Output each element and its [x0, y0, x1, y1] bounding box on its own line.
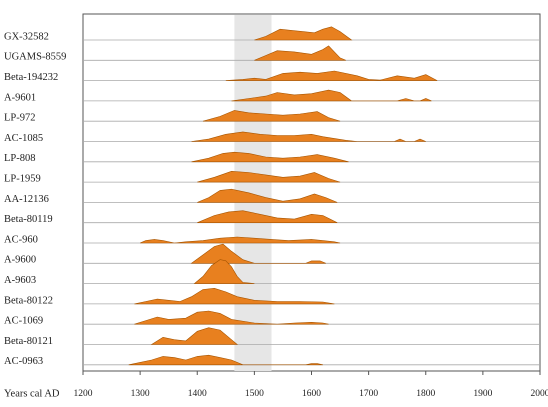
series-label: A-9600	[4, 255, 36, 266]
density-area	[139, 236, 341, 244]
series-label: Beta-80121	[4, 336, 53, 347]
series-label: AC-1085	[4, 133, 43, 144]
x-axis-label: Years cal AD	[4, 388, 60, 399]
density-area	[190, 243, 326, 264]
density-area	[128, 354, 323, 366]
x-tick-label: 1200	[74, 389, 93, 399]
density-area	[197, 210, 338, 223]
plot-frame	[82, 13, 541, 372]
series-label: LP-808	[4, 153, 36, 164]
series-label: UGAMS-8559	[4, 52, 66, 63]
x-tick-label: 1700	[359, 389, 378, 399]
density-area	[197, 188, 338, 203]
series-label: Beta-194232	[4, 72, 58, 83]
density-area	[254, 26, 353, 41]
x-tick-label: 1500	[245, 389, 264, 399]
series-label: LP-972	[4, 113, 36, 124]
x-tick-label: 2000	[531, 389, 548, 399]
density-area	[150, 327, 239, 345]
series-label: Beta-80122	[4, 295, 53, 306]
x-tick-label: 1300	[131, 389, 150, 399]
density-area	[231, 89, 432, 102]
density-area	[191, 151, 349, 163]
series-label: A-9601	[4, 92, 36, 103]
series-label: A-9603	[4, 275, 36, 286]
x-tick-label: 1600	[302, 389, 321, 399]
density-area	[193, 259, 255, 284]
density-area	[191, 131, 426, 142]
series-label: GX-32582	[4, 31, 49, 42]
series-label: AC-1069	[4, 316, 43, 327]
series-label: LP-1959	[4, 174, 41, 185]
series-label: AA-12136	[4, 194, 49, 205]
density-area	[225, 70, 438, 81]
series-label: Beta-80119	[4, 214, 53, 225]
series-label: AC-960	[4, 234, 38, 245]
x-tick-label: 1400	[188, 389, 207, 399]
density-area	[134, 287, 335, 305]
x-tick-label: 1800	[416, 389, 435, 399]
density-area	[197, 170, 341, 183]
density-area	[202, 110, 341, 122]
density-area	[134, 310, 329, 325]
x-tick-label: 1900	[473, 389, 492, 399]
series-label: AC-0963	[4, 356, 43, 367]
density-area	[254, 45, 346, 61]
